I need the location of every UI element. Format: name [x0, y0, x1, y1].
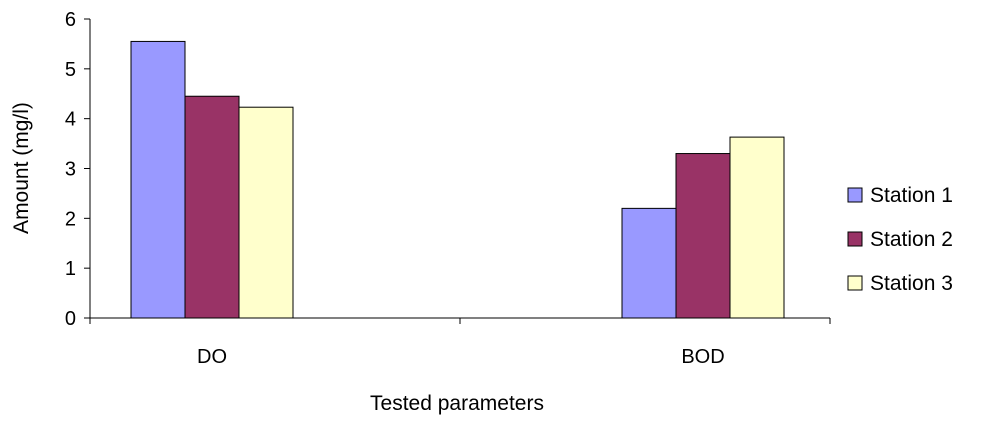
bar-bod-station-3 [729, 136, 785, 319]
labels: Amount (mg/l) Tested parameters [10, 102, 544, 415]
legend-label-station-2: Station 2 [870, 228, 953, 251]
legend-label-station-1: Station 1 [870, 184, 953, 207]
legend-swatch-station-3 [847, 275, 863, 291]
y-tick-label: 3 [65, 159, 76, 181]
bars [130, 40, 785, 319]
y-tick-label: 2 [65, 208, 76, 230]
bar-bod-station-1 [621, 207, 677, 319]
bar-bod-station-2 [675, 153, 731, 319]
bar-do-station-3 [238, 106, 294, 319]
x-tick-label: BOD [681, 346, 724, 368]
y-axis-label: Amount (mg/l) [10, 102, 33, 234]
legend-swatch-station-2 [847, 231, 863, 247]
bar-do-station-1 [130, 40, 186, 319]
x-tick-label: DO [197, 346, 227, 368]
x-axis-label: Tested parameters [370, 392, 544, 415]
legend-swatch-station-1 [847, 187, 863, 203]
y-tick-label: 0 [65, 308, 76, 330]
legend-label-station-3: Station 3 [870, 272, 953, 295]
y-tick-label: 1 [65, 258, 76, 280]
y-tick-label: 4 [65, 109, 76, 131]
legend: Station 1 Station 2 Station 3 [847, 184, 953, 295]
y-tick-label: 5 [65, 59, 76, 81]
bar-do-station-2 [184, 95, 240, 319]
y-tick-label: 6 [65, 9, 76, 31]
